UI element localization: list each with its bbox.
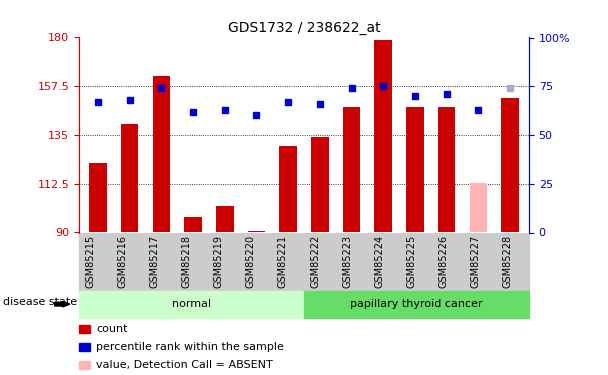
Bar	[248, 231, 265, 232]
Text: GSM85222: GSM85222	[310, 235, 320, 288]
Bar	[89, 163, 107, 232]
Text: GSM85226: GSM85226	[438, 235, 449, 288]
Bar	[469, 183, 487, 232]
Text: value, Detection Call = ABSENT: value, Detection Call = ABSENT	[96, 360, 273, 370]
Text: GSM85224: GSM85224	[375, 235, 384, 288]
Bar	[184, 217, 202, 232]
Bar	[153, 76, 170, 232]
Text: papillary thyroid cancer: papillary thyroid cancer	[350, 299, 483, 309]
Text: disease state: disease state	[3, 297, 77, 307]
Bar	[375, 40, 392, 232]
Bar	[501, 98, 519, 232]
Text: GSM85217: GSM85217	[150, 235, 159, 288]
Text: percentile rank within the sample: percentile rank within the sample	[96, 342, 284, 352]
Text: GSM85223: GSM85223	[342, 235, 352, 288]
Text: GSM85225: GSM85225	[407, 235, 416, 288]
Bar	[406, 107, 424, 232]
Bar	[311, 137, 328, 232]
Text: GSM85227: GSM85227	[471, 235, 481, 288]
Text: normal: normal	[172, 299, 211, 309]
Text: GSM85216: GSM85216	[117, 235, 127, 288]
Text: GSM85221: GSM85221	[278, 235, 288, 288]
Text: GSM85218: GSM85218	[182, 235, 192, 288]
Title: GDS1732 / 238622_at: GDS1732 / 238622_at	[227, 21, 381, 35]
Text: GSM85220: GSM85220	[246, 235, 256, 288]
Text: GSM85215: GSM85215	[85, 235, 95, 288]
Bar	[438, 107, 455, 232]
Bar	[280, 146, 297, 232]
Text: GSM85228: GSM85228	[503, 235, 513, 288]
Text: count: count	[96, 324, 128, 334]
Bar	[343, 107, 360, 232]
Bar	[216, 207, 233, 232]
Bar	[121, 124, 139, 232]
Text: GSM85219: GSM85219	[213, 235, 224, 288]
